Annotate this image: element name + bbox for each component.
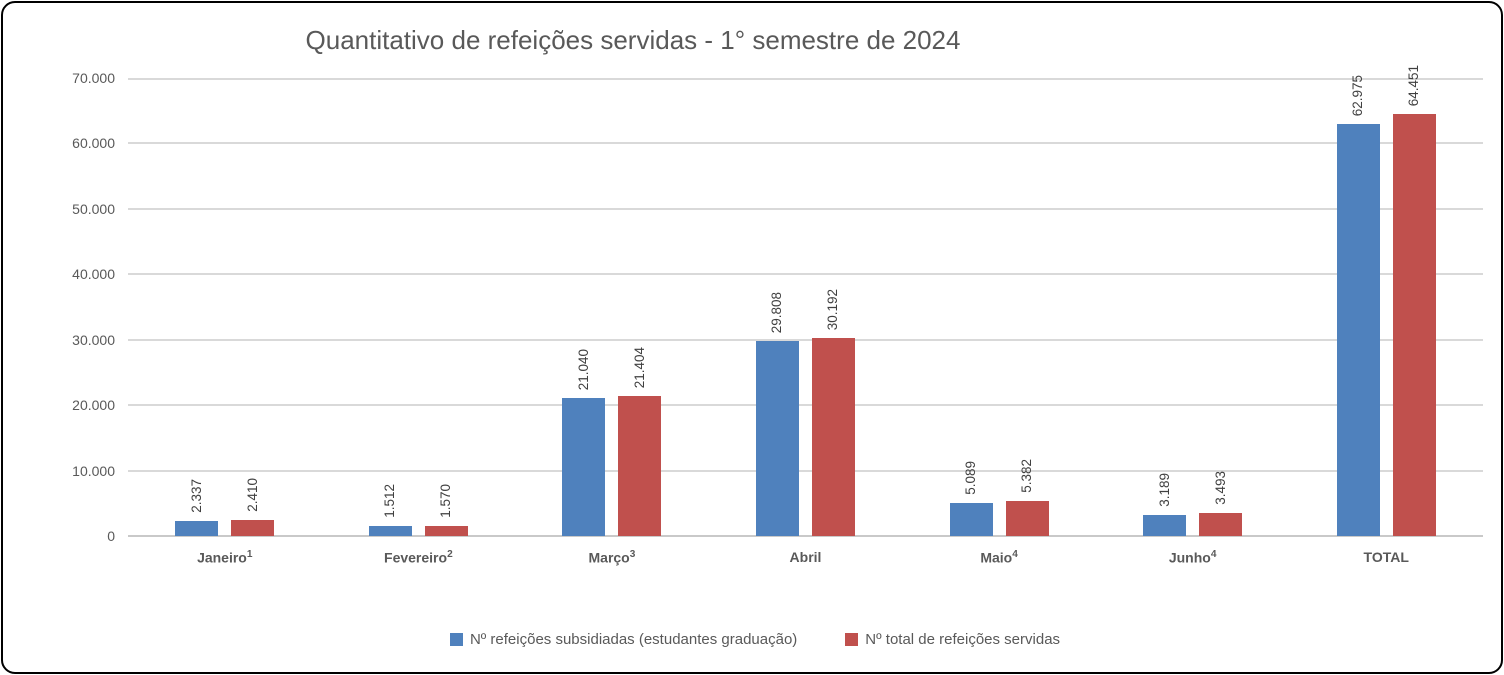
y-tick-label: 60.000 [72, 135, 115, 152]
category-label: Fevereiro2 [384, 549, 453, 566]
category-group: 21.040 21.404 Março3 [515, 78, 709, 566]
legend-label-total: Nº total de refeições servidas [865, 630, 1061, 648]
bar-value-label: 2.337 [188, 478, 204, 513]
gridline [128, 142, 1483, 145]
gridline [128, 273, 1483, 276]
bar-series-1 [1336, 123, 1380, 536]
bar-series-2 [618, 395, 662, 536]
gridline [128, 338, 1483, 341]
category-label: Abril [789, 549, 822, 565]
bar-series-2 [1199, 513, 1243, 536]
x-axis-line [128, 535, 1483, 537]
bar-series-2 [424, 525, 468, 536]
bar-series-1 [562, 398, 606, 536]
legend: Nº refeições subsidiadas (estudantes gra… [3, 625, 1504, 653]
bar-series-1 [175, 520, 219, 536]
category-group: 3.189 3.493 Junho4 [1096, 78, 1290, 566]
legend-swatch-red-icon [845, 632, 859, 646]
gridline [128, 469, 1483, 472]
category-group: 5.089 5.382 Maio4 [902, 78, 1096, 566]
category-label: Março3 [588, 549, 636, 566]
bar-value-label: 5.382 [1019, 459, 1035, 493]
category-group: 1.512 1.570 Fevereiro2 [322, 78, 516, 566]
bar-series-2 [1005, 500, 1049, 536]
gridline [128, 207, 1483, 210]
plot-area: 2.337 2.410 Janeiro1 1.512 1.570 Fevereiro2 21… [128, 65, 1483, 566]
y-tick-label: 50.000 [72, 200, 115, 217]
bar-value-label: 21.040 [575, 349, 591, 391]
category-label: Janeiro1 [197, 549, 253, 566]
category-group: 2.337 2.410 Janeiro1 [128, 78, 322, 566]
bar-value-label: 29.808 [769, 291, 785, 333]
legend-item-total: Nº total de refeições servidas [845, 631, 1060, 648]
category-label: Maio4 [980, 549, 1018, 566]
bar-series-1 [949, 502, 993, 536]
y-axis: 0 10.000 20.000 30.000 40.000 50.000 60.000 70.… [3, 70, 115, 544]
bar-value-label: 3.189 [1156, 473, 1172, 508]
bar-series-2 [811, 338, 855, 536]
category-group: 62.975 64.451 TOTAL [1289, 65, 1483, 565]
legend-swatch-blue-icon [449, 632, 463, 646]
bar-series-1 [755, 340, 799, 536]
y-tick-label: 40.000 [72, 266, 115, 283]
bar-value-label: 5.089 [963, 460, 979, 495]
bar-value-label: 3.493 [1212, 471, 1228, 506]
bar-series-1 [1143, 515, 1187, 536]
bar-value-label: 30.192 [825, 289, 841, 331]
bar-value-label: 2.410 [244, 478, 260, 513]
legend-item-subsidiadas: Nº refeições subsidiadas (estudantes gra… [449, 630, 798, 648]
bar-value-label: 1.570 [438, 483, 454, 518]
bar-value-label: 21.404 [631, 346, 647, 388]
y-tick-label: 10.000 [72, 462, 115, 479]
category-label: TOTAL [1363, 549, 1409, 565]
bar-value-label: 64.451 [1406, 65, 1422, 107]
y-tick-label: 30.000 [72, 331, 115, 348]
bar-value-label: 62.975 [1350, 74, 1366, 116]
y-tick-label: 20.000 [72, 397, 115, 414]
y-tick-label: 70.000 [72, 70, 115, 86]
legend-label-subsidiadas: Nº refeições subsidiadas (estudantes gra… [469, 630, 798, 648]
bar-series-2 [231, 520, 275, 536]
chart-title: Quantitativo de refeições servidas - 1° … [305, 25, 961, 55]
bar-value-label: 1.512 [382, 484, 398, 519]
bar-series-2 [1392, 114, 1436, 536]
gridline [128, 78, 1483, 80]
gridline [128, 404, 1483, 407]
category-label: Junho4 [1168, 549, 1217, 566]
bar-series-1 [368, 526, 412, 536]
y-tick-label: 0 [107, 528, 115, 544]
category-group: 29.808 30.192 Abril [709, 78, 903, 565]
